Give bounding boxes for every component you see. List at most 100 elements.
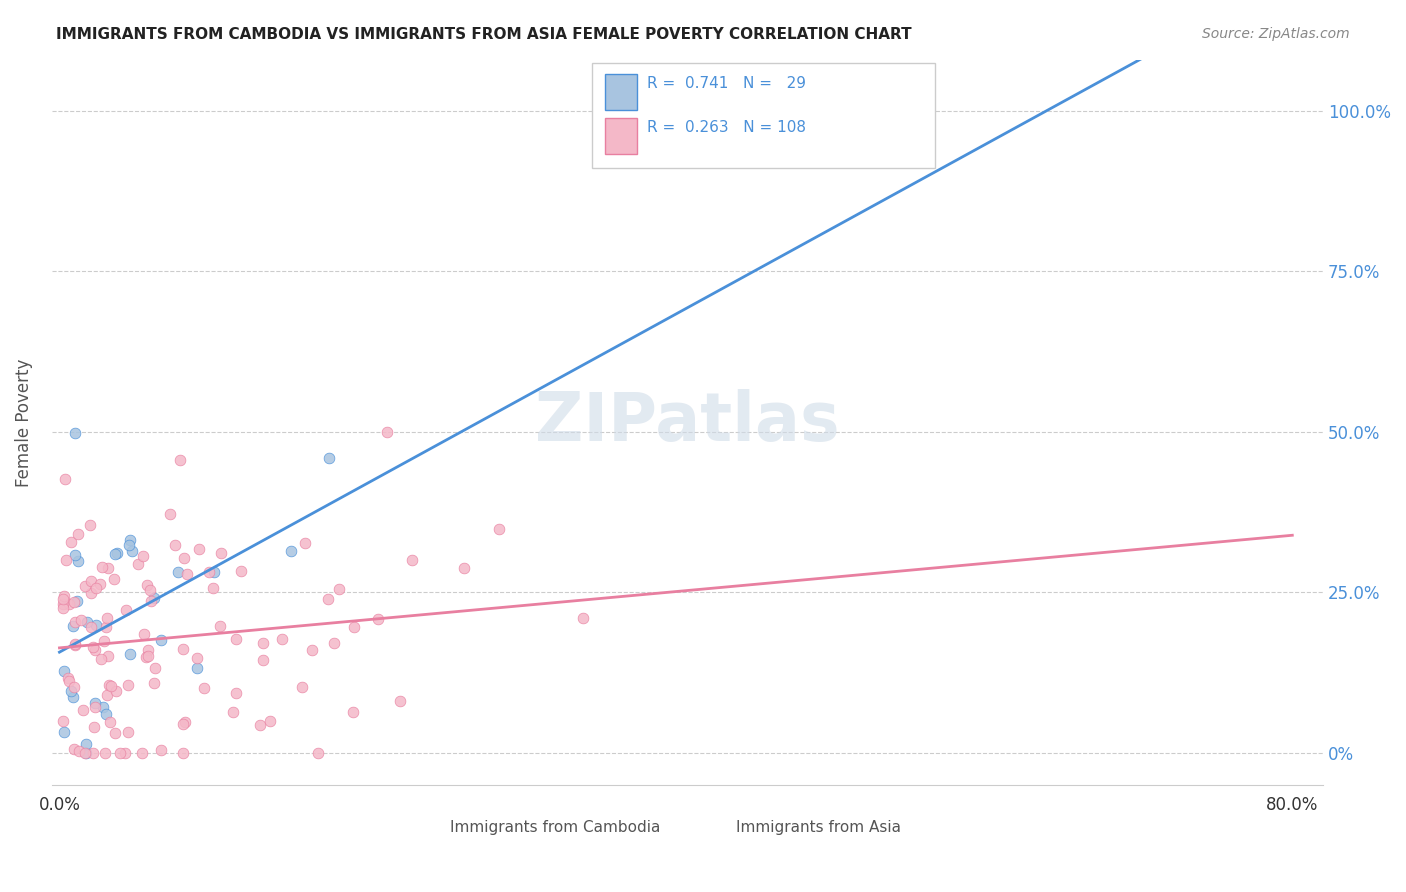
Point bbox=[62, 690, 84, 705]
Point bbox=[401, 552, 423, 566]
Text: R =  0.741   N =   29: R = 0.741 N = 29 bbox=[647, 76, 806, 91]
Point bbox=[138, 583, 160, 598]
Point bbox=[89, 577, 111, 591]
Point bbox=[90, 560, 112, 574]
Point bbox=[143, 661, 166, 675]
Point bbox=[79, 518, 101, 533]
Point bbox=[249, 717, 271, 731]
Point bbox=[83, 642, 105, 657]
Text: IMMIGRANTS FROM CAMBODIA VS IMMIGRANTS FROM ASIA FEMALE POVERTY CORRELATION CHAR: IMMIGRANTS FROM CAMBODIA VS IMMIGRANTS F… bbox=[56, 27, 912, 42]
Point bbox=[63, 680, 86, 694]
Point bbox=[149, 632, 172, 647]
FancyBboxPatch shape bbox=[707, 816, 730, 839]
FancyBboxPatch shape bbox=[605, 118, 637, 154]
Point bbox=[84, 617, 107, 632]
Point bbox=[53, 725, 76, 739]
Point bbox=[388, 694, 411, 708]
Point bbox=[108, 746, 131, 760]
Point bbox=[118, 533, 141, 547]
Text: Source: ZipAtlas.com: Source: ZipAtlas.com bbox=[1202, 27, 1350, 41]
Point bbox=[98, 715, 121, 730]
Point bbox=[58, 597, 80, 611]
Point bbox=[90, 651, 112, 665]
Point bbox=[172, 746, 194, 760]
Point bbox=[172, 717, 194, 731]
Point bbox=[159, 507, 181, 521]
Point bbox=[63, 425, 86, 440]
Point bbox=[100, 679, 122, 693]
Text: ZIPatlas: ZIPatlas bbox=[536, 389, 839, 455]
Point bbox=[209, 618, 232, 632]
Point bbox=[97, 649, 120, 664]
Point bbox=[117, 537, 139, 551]
Point bbox=[93, 633, 115, 648]
Point bbox=[73, 746, 96, 760]
Point bbox=[131, 746, 153, 760]
Point bbox=[186, 661, 208, 675]
Point bbox=[173, 550, 195, 565]
Point bbox=[114, 746, 136, 760]
Point bbox=[75, 746, 97, 760]
Point bbox=[51, 592, 73, 607]
Point bbox=[96, 707, 118, 722]
Point bbox=[53, 589, 76, 603]
FancyBboxPatch shape bbox=[605, 74, 637, 111]
Point bbox=[202, 581, 225, 595]
Point bbox=[83, 696, 105, 710]
Point bbox=[488, 522, 510, 536]
Point bbox=[280, 544, 302, 558]
Point bbox=[91, 700, 114, 714]
Point bbox=[375, 425, 398, 439]
Point bbox=[63, 615, 86, 629]
Point bbox=[94, 746, 117, 760]
Point bbox=[165, 538, 187, 552]
Point bbox=[270, 632, 292, 647]
Point bbox=[252, 653, 274, 667]
FancyBboxPatch shape bbox=[592, 63, 935, 169]
Point bbox=[84, 581, 107, 595]
Point bbox=[103, 572, 125, 586]
Point bbox=[60, 684, 83, 698]
Point bbox=[342, 705, 364, 719]
Point bbox=[120, 647, 142, 661]
Point bbox=[105, 546, 128, 560]
Point bbox=[225, 632, 247, 646]
Point bbox=[52, 597, 75, 611]
Point bbox=[80, 574, 103, 588]
Point bbox=[104, 726, 127, 740]
Point bbox=[225, 686, 247, 700]
Point bbox=[58, 673, 80, 688]
Point bbox=[222, 705, 245, 719]
Point bbox=[132, 549, 155, 563]
Point bbox=[60, 535, 83, 549]
Point bbox=[188, 542, 211, 557]
Point bbox=[117, 678, 139, 692]
Point bbox=[143, 591, 166, 605]
Point bbox=[94, 620, 117, 634]
Point bbox=[63, 548, 86, 562]
Point bbox=[121, 544, 143, 558]
Point bbox=[52, 714, 75, 728]
Point bbox=[82, 746, 104, 760]
Point bbox=[134, 627, 156, 641]
Point bbox=[104, 547, 127, 561]
Point bbox=[76, 615, 98, 630]
Point bbox=[231, 564, 253, 578]
Point bbox=[72, 703, 94, 717]
Point bbox=[453, 561, 475, 575]
Point bbox=[343, 620, 366, 634]
Point bbox=[75, 737, 97, 751]
Point bbox=[97, 561, 120, 575]
Point bbox=[307, 746, 329, 760]
Point bbox=[63, 637, 86, 651]
Point bbox=[82, 640, 104, 655]
Point bbox=[318, 450, 340, 465]
Point bbox=[63, 595, 86, 609]
Point bbox=[83, 720, 105, 734]
Text: Immigrants from Asia: Immigrants from Asia bbox=[735, 820, 901, 835]
Point bbox=[96, 688, 118, 702]
Point bbox=[136, 649, 159, 664]
Point bbox=[96, 611, 118, 625]
Point bbox=[56, 672, 79, 686]
Point bbox=[176, 567, 198, 582]
